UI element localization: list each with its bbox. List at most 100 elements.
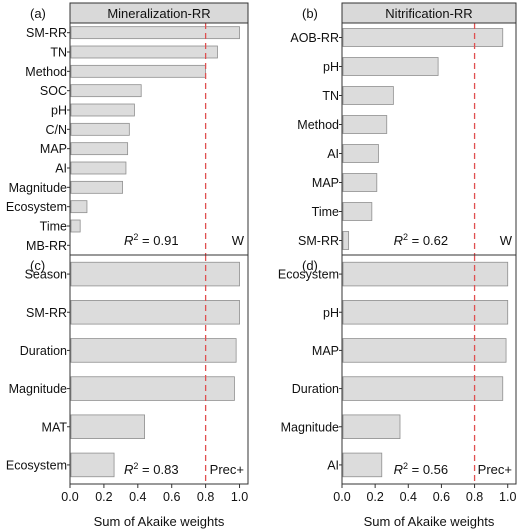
treatment-tag: W bbox=[232, 233, 245, 248]
panel-a: Mineralization-RR (a) SM-RR TN Method SOC pH C/… bbox=[6, 2, 249, 256]
category-label: Duration bbox=[292, 382, 339, 396]
bar bbox=[70, 161, 127, 175]
bar bbox=[70, 452, 115, 478]
bar bbox=[70, 84, 142, 98]
category-label: AI bbox=[327, 458, 339, 472]
bar bbox=[70, 261, 240, 287]
category-label: Season bbox=[25, 268, 67, 282]
bar bbox=[342, 144, 379, 163]
bar bbox=[342, 452, 383, 478]
treatment-tag: W bbox=[500, 233, 513, 248]
x-axis-label: Sum of Akaike weights bbox=[94, 514, 225, 529]
r-squared-label: R2 = 0.56 bbox=[394, 461, 449, 477]
r-squared-label: R2 = 0.62 bbox=[394, 232, 449, 248]
bar bbox=[70, 103, 135, 117]
category-label: Time bbox=[40, 220, 67, 234]
category-label: TN bbox=[322, 89, 339, 103]
bar bbox=[70, 122, 130, 136]
bar bbox=[70, 45, 218, 59]
category-label: pH bbox=[323, 306, 339, 320]
category-label: C/N bbox=[45, 123, 67, 137]
panel-d: (d)Ecosystem pH MAP Duration Magnitude AI R2 =… bbox=[278, 254, 517, 529]
x-tick-label: 0.8 bbox=[466, 490, 483, 504]
r-squared-label: R2 = 0.83 bbox=[124, 461, 179, 477]
panel-letter: (c) bbox=[30, 258, 45, 273]
category-label: SM-RR bbox=[298, 234, 339, 248]
bar bbox=[342, 115, 388, 134]
r-squared-value: 0.56 bbox=[423, 462, 448, 477]
bar bbox=[70, 300, 240, 325]
treatment-tag: Prec+ bbox=[210, 462, 244, 477]
category-label: Method bbox=[25, 65, 67, 79]
bar bbox=[342, 173, 378, 192]
bar bbox=[342, 28, 504, 47]
bar bbox=[70, 414, 145, 439]
bar bbox=[342, 261, 509, 287]
category-label: Method bbox=[297, 118, 339, 132]
bar bbox=[70, 64, 207, 78]
category-label: SM-RR bbox=[26, 26, 67, 40]
category-label: AI bbox=[55, 162, 67, 176]
category-label: TN bbox=[50, 46, 67, 60]
x-tick-label: 0.2 bbox=[95, 490, 112, 504]
category-label: Ecosystem bbox=[278, 268, 339, 282]
category-label: SOC bbox=[40, 84, 67, 98]
r-squared-value: 0.91 bbox=[153, 233, 178, 248]
bar bbox=[70, 26, 240, 40]
category-label: MAP bbox=[312, 344, 339, 358]
category-label: AOB-RR bbox=[290, 31, 339, 45]
panel-frame bbox=[341, 254, 517, 485]
bar bbox=[342, 300, 509, 325]
category-label: Magnitude bbox=[281, 420, 339, 434]
panel-letter: (b) bbox=[302, 6, 318, 21]
x-tick-label: 0.0 bbox=[333, 490, 350, 504]
bar bbox=[70, 142, 129, 156]
category-label: SM-RR bbox=[26, 306, 67, 320]
bar bbox=[70, 219, 81, 233]
x-tick-label: 0.8 bbox=[197, 490, 214, 504]
category-label: MAT bbox=[42, 420, 68, 434]
x-tick-label: 0.6 bbox=[433, 490, 450, 504]
x-tick-label: 0.6 bbox=[163, 490, 180, 504]
x-tick-label: 0.4 bbox=[400, 490, 417, 504]
panel-letter: (a) bbox=[30, 6, 46, 21]
category-label: pH bbox=[51, 104, 67, 118]
x-tick-label: 0.2 bbox=[366, 490, 383, 504]
bar bbox=[70, 338, 237, 363]
x-tick-label: 0.0 bbox=[61, 490, 78, 504]
bar bbox=[342, 338, 507, 363]
panel-c: (c)Season SM-RR Duration Magnitude MAT Ecosys… bbox=[6, 254, 249, 529]
category-label: Magnitude bbox=[9, 382, 67, 396]
bar bbox=[342, 231, 350, 250]
bar bbox=[342, 86, 394, 105]
bar bbox=[70, 180, 123, 194]
bar bbox=[342, 414, 401, 439]
r-squared-value: 0.83 bbox=[153, 462, 178, 477]
bar bbox=[342, 376, 504, 401]
bar bbox=[342, 57, 439, 76]
category-label: pH bbox=[323, 60, 339, 74]
category-label: MAP bbox=[40, 142, 67, 156]
panel-title: Nitrification-RR bbox=[385, 6, 472, 21]
category-label: Ecosystem bbox=[6, 458, 67, 472]
category-label: Time bbox=[312, 205, 339, 219]
treatment-tag: Prec+ bbox=[478, 462, 512, 477]
bar bbox=[342, 202, 373, 221]
x-tick-label: 1.0 bbox=[231, 490, 248, 504]
category-label: Magnitude bbox=[9, 181, 67, 195]
panel-letter: (d) bbox=[302, 258, 318, 273]
category-label: AI bbox=[327, 147, 339, 161]
panel-title: Mineralization-RR bbox=[107, 6, 210, 21]
x-tick-label: 0.4 bbox=[129, 490, 146, 504]
panel-b: Nitrification-RR (b) AOB-RR pH TN Method AI MAP… bbox=[290, 2, 517, 256]
category-label: Ecosystem bbox=[6, 200, 67, 214]
bar bbox=[70, 376, 235, 401]
category-label: MB-RR bbox=[26, 239, 67, 253]
x-axis-label: Sum of Akaike weights bbox=[364, 514, 495, 529]
r-squared-label: R2 = 0.91 bbox=[124, 232, 179, 248]
r-squared-value: 0.62 bbox=[423, 233, 448, 248]
category-label: Duration bbox=[20, 344, 67, 358]
category-label: MAP bbox=[312, 176, 339, 190]
bar bbox=[70, 200, 88, 214]
